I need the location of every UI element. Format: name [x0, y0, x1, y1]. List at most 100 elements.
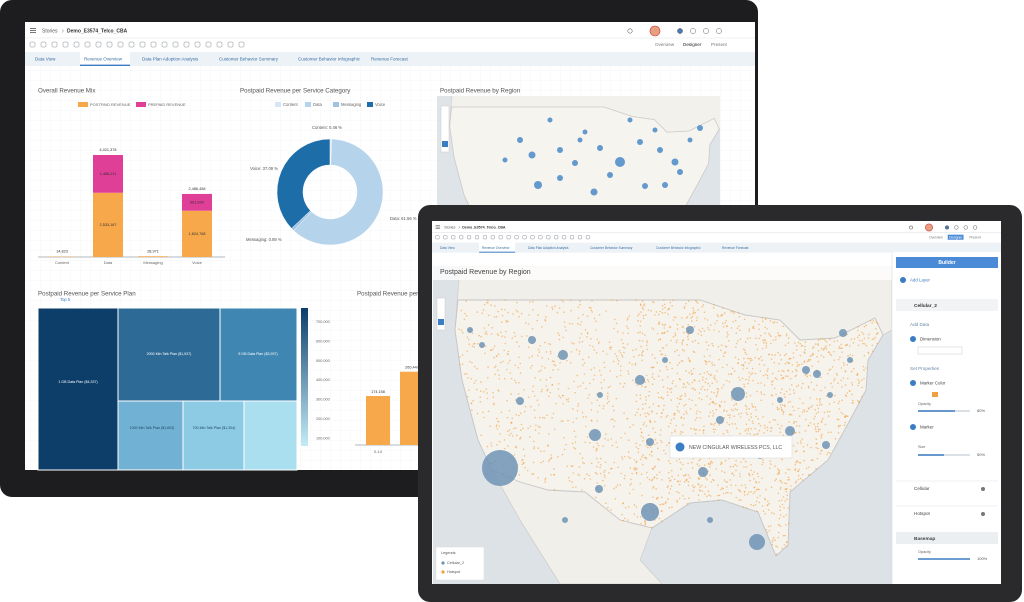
toolbar-icon[interactable] — [585, 235, 590, 240]
mode-button[interactable]: Present — [711, 42, 728, 47]
toolbar-icon[interactable] — [117, 41, 124, 48]
tab[interactable]: Data View — [35, 57, 56, 62]
toolbar-icon[interactable] — [577, 235, 583, 240]
menu-icon[interactable] — [30, 32, 36, 33]
map-dot — [580, 333, 583, 335]
map-dot — [662, 503, 665, 506]
builder-icon[interactable] — [910, 424, 916, 430]
header-icon[interactable] — [677, 28, 683, 34]
breadcrumb-chevron — [61, 29, 64, 33]
toolbar-icon[interactable] — [467, 235, 472, 240]
toolbar-icon[interactable] — [29, 41, 36, 48]
toolbar-icon[interactable] — [451, 235, 456, 240]
header-icon[interactable] — [963, 225, 968, 230]
toolbar-icon[interactable] — [172, 41, 179, 48]
tab[interactable]: Revenue Forecast — [371, 57, 409, 62]
map-dot — [697, 333, 699, 335]
menu-icon[interactable] — [30, 28, 36, 29]
header-icon[interactable] — [972, 225, 978, 230]
toolbar-icon[interactable] — [51, 41, 58, 48]
zoom-control[interactable] — [436, 297, 446, 331]
builder-icon[interactable] — [900, 277, 906, 283]
mode-button[interactable]: Overview — [655, 42, 675, 47]
search-icon[interactable] — [627, 28, 633, 34]
toolbar-icon[interactable] — [498, 235, 503, 240]
header-icon[interactable] — [716, 28, 722, 34]
map-dot — [780, 374, 783, 377]
toolbar-icon[interactable] — [546, 235, 551, 240]
header-icon[interactable] — [690, 28, 696, 34]
toolbar-icon[interactable] — [194, 41, 201, 48]
tab[interactable]: Data Plan Adoption Analysis — [142, 57, 199, 62]
toolbar-icon[interactable] — [562, 235, 567, 240]
toolbar-icon[interactable] — [569, 235, 575, 240]
toolbar-icon[interactable] — [490, 235, 495, 240]
zoom-active[interactable] — [442, 141, 448, 147]
toolbar-icon[interactable] — [554, 235, 559, 240]
map-dot — [515, 309, 518, 312]
tab[interactable]: Data Plan Adoption Analysis — [528, 246, 569, 250]
tab[interactable]: Customer Behavior Summary — [590, 246, 633, 250]
visibility-toggle[interactable] — [981, 512, 985, 516]
mode-button[interactable]: Designer — [683, 42, 702, 47]
toolbar-icon[interactable] — [443, 235, 448, 240]
tab[interactable]: Revenue Overview — [84, 57, 123, 62]
toolbar-icon[interactable] — [538, 235, 543, 240]
toolbar-icon[interactable] — [62, 41, 69, 48]
tab[interactable]: Customer Behavior Infographic — [656, 246, 701, 250]
map-dot — [645, 457, 648, 460]
color-swatch[interactable] — [932, 392, 938, 397]
mode-button[interactable]: Designer — [949, 235, 963, 239]
menu-icon[interactable] — [435, 225, 440, 226]
zoom-control[interactable] — [440, 105, 450, 153]
toolbar-icon[interactable] — [73, 41, 80, 48]
toolbar-icon[interactable] — [238, 41, 245, 48]
menu-icon[interactable] — [435, 226, 440, 228]
zoom-active[interactable] — [438, 319, 444, 325]
mode-button[interactable]: Present — [969, 235, 980, 239]
toolbar-icon[interactable] — [474, 235, 480, 240]
toolbar-icon[interactable] — [530, 235, 535, 240]
avatar[interactable] — [649, 25, 661, 37]
toolbar-icon[interactable] — [183, 41, 190, 48]
visibility-toggle[interactable] — [981, 487, 985, 491]
tab[interactable]: Revenue Overview — [482, 246, 510, 250]
avatar[interactable] — [925, 223, 933, 232]
toolbar-icon[interactable] — [514, 235, 519, 240]
map-dot — [678, 483, 681, 486]
toolbar-icon[interactable] — [40, 41, 47, 48]
map-dot — [539, 417, 541, 419]
builder-icon[interactable] — [910, 380, 916, 386]
tab[interactable]: Revenue Forecast — [722, 246, 749, 250]
map-dot — [666, 330, 669, 333]
search-icon[interactable] — [909, 225, 913, 230]
toolbar-icon[interactable] — [161, 41, 168, 48]
header-icon[interactable] — [703, 28, 709, 34]
header-icon[interactable] — [954, 225, 959, 230]
tab[interactable]: Data View — [440, 246, 455, 250]
toolbar-icon[interactable] — [435, 235, 440, 240]
toolbar-icon[interactable] — [139, 41, 146, 48]
toolbar-icon[interactable] — [522, 235, 527, 240]
menu-icon[interactable] — [435, 228, 440, 229]
mode-button[interactable]: Overview — [929, 235, 943, 239]
builder-icon[interactable] — [910, 336, 916, 342]
toolbar-icon[interactable] — [482, 235, 487, 240]
toolbar-icon[interactable] — [205, 41, 212, 48]
toolbar-icon[interactable] — [106, 41, 113, 48]
toolbar-icon[interactable] — [150, 41, 157, 48]
toolbar-icon[interactable] — [128, 41, 135, 48]
tab[interactable]: Customer Behavior Infographic — [298, 57, 361, 62]
toolbar-icon[interactable] — [506, 235, 511, 240]
toolbar-icon[interactable] — [216, 41, 223, 48]
dropdown[interactable] — [917, 346, 963, 355]
chart-filter: Top 5 — [60, 297, 71, 302]
tab[interactable]: Customer Behavior Summary — [219, 57, 279, 62]
map-dot — [694, 432, 697, 435]
header-icon[interactable] — [944, 225, 950, 230]
toolbar-icon[interactable] — [227, 41, 234, 48]
menu-icon[interactable] — [30, 30, 36, 31]
toolbar-icon[interactable] — [84, 41, 91, 48]
toolbar-icon[interactable] — [459, 235, 464, 240]
toolbar-icon[interactable] — [95, 41, 102, 48]
